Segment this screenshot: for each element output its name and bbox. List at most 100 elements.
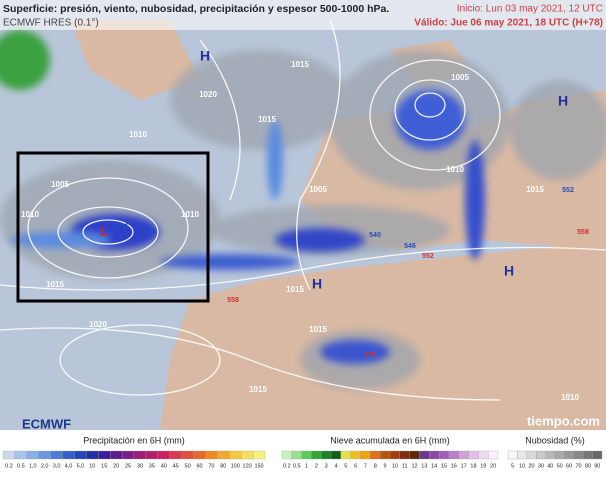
legend-swatch bbox=[438, 450, 450, 460]
legend-swatch bbox=[536, 450, 546, 460]
legend-swatch bbox=[193, 450, 206, 460]
map-label: 576 bbox=[364, 352, 376, 359]
map-label: H bbox=[200, 48, 210, 64]
legend-swatch bbox=[145, 450, 158, 460]
legend-label: 6 bbox=[354, 463, 357, 469]
legend-label: 11 bbox=[402, 463, 408, 469]
legend-label: 5 bbox=[511, 463, 514, 469]
legend-swatch bbox=[360, 450, 371, 460]
map-label: H bbox=[558, 93, 568, 109]
legend-swatch bbox=[14, 450, 27, 460]
legends: Precipitación en 6H (mm)0.2 0.5 1,0 2,0 3,0 4… bbox=[2, 435, 603, 469]
map-label: 1020 bbox=[199, 90, 217, 99]
legend-swatch bbox=[229, 450, 242, 460]
legend-swatch bbox=[458, 450, 469, 460]
legend-label: 30 bbox=[137, 463, 143, 469]
legend-label: 17 bbox=[461, 463, 467, 469]
map-label: 1010 bbox=[181, 210, 199, 219]
tiempo-logo: tiempo.com bbox=[527, 413, 600, 428]
legend-swatch bbox=[488, 450, 499, 460]
map-label: 1015 bbox=[249, 385, 267, 394]
legend-label: 20 bbox=[490, 463, 496, 469]
legend-swatch bbox=[74, 450, 87, 460]
legend-title: Nieve acumulada en 6H (mm) bbox=[330, 435, 450, 445]
legend-swatch bbox=[526, 450, 537, 460]
legend-swatch bbox=[399, 450, 410, 460]
legend-swatch bbox=[389, 450, 400, 460]
legend-label: 13 bbox=[421, 463, 427, 469]
legend-label: 80 bbox=[220, 463, 226, 469]
legend-label: 50 bbox=[185, 463, 191, 469]
legend-swatch bbox=[340, 450, 351, 460]
legend-label: 40 bbox=[161, 463, 167, 469]
map-label: 552 bbox=[562, 187, 574, 194]
legend-label: 1,0 bbox=[29, 463, 37, 469]
legend-label: 3 bbox=[325, 463, 328, 469]
legend-swatch bbox=[26, 450, 39, 460]
legend-label: 16 bbox=[451, 463, 457, 469]
legend-swatch bbox=[554, 450, 565, 460]
legend-label: 10 bbox=[519, 463, 525, 469]
map-label: H bbox=[504, 263, 514, 279]
legend-swatch bbox=[121, 450, 135, 460]
legend-swatch bbox=[429, 450, 440, 460]
map-label: 1020 bbox=[89, 320, 107, 329]
legend-swatch bbox=[181, 450, 194, 460]
legend-swatch bbox=[564, 450, 574, 460]
map-label: L bbox=[100, 223, 108, 238]
legend-label: 9 bbox=[384, 463, 387, 469]
map-label: 1015 bbox=[309, 325, 327, 334]
legend-swatch bbox=[311, 450, 322, 460]
legend-label: 15 bbox=[441, 463, 447, 469]
init-time: Inicio: Lun 03 may 2021, 12 UTC bbox=[457, 4, 603, 15]
legend-swatch bbox=[252, 450, 266, 460]
legend-label: 50 bbox=[557, 463, 563, 469]
legend-swatch bbox=[321, 450, 332, 460]
map-label: 534 bbox=[116, 223, 128, 230]
legend-label: 4 bbox=[334, 463, 337, 469]
map-label: 552 bbox=[422, 253, 434, 260]
legend-label: 40 bbox=[547, 463, 553, 469]
legend-swatch bbox=[330, 450, 342, 460]
legend-label: 35 bbox=[149, 463, 155, 469]
legend-swatch bbox=[2, 450, 16, 460]
legend-title: Precipitación en 6H (mm) bbox=[83, 435, 185, 445]
map-label: 1010 bbox=[129, 130, 147, 139]
map-label: 1015 bbox=[46, 280, 64, 289]
legend-swatch bbox=[241, 450, 254, 460]
legend-swatch bbox=[507, 450, 518, 460]
legend-swatch bbox=[281, 450, 292, 460]
legend-swatch bbox=[86, 450, 99, 460]
legend-swatch bbox=[419, 450, 430, 460]
legend-label: 20 bbox=[528, 463, 534, 469]
map-label: 1015 bbox=[526, 185, 544, 194]
map-label: 1005 bbox=[51, 180, 69, 189]
legend-label: 0.5 bbox=[17, 463, 25, 469]
legend-label: 15 bbox=[101, 463, 107, 469]
legend-label: 14 bbox=[431, 463, 437, 469]
legend-label: 25 bbox=[125, 463, 131, 469]
legend-swatch bbox=[98, 450, 111, 460]
legend-label: 60 bbox=[196, 463, 202, 469]
legend-swatch bbox=[110, 450, 123, 460]
legend-swatch bbox=[133, 450, 147, 460]
legend-swatch bbox=[169, 450, 182, 460]
legend-label: 2,0 bbox=[41, 463, 49, 469]
legend-label: 19 bbox=[480, 463, 486, 469]
map-label: 1010 bbox=[446, 165, 464, 174]
legend-swatch bbox=[301, 450, 312, 460]
legend-label: 80 bbox=[585, 463, 591, 469]
legend-swatch bbox=[409, 450, 420, 460]
map-label: 1005 bbox=[451, 73, 469, 82]
legend-label: 0.2 bbox=[283, 463, 291, 469]
map-label: 558 bbox=[577, 229, 589, 236]
map-label: 1010 bbox=[21, 210, 39, 219]
legend-swatch bbox=[517, 450, 527, 460]
map-labels: H H H H L 1020 1015 1010 1005 1010 1015 1005 1010 100… bbox=[21, 48, 589, 402]
legend-swatch bbox=[217, 450, 230, 460]
legend-swatch bbox=[583, 450, 593, 460]
legend-swatch bbox=[38, 450, 51, 460]
legend-label: 12 bbox=[411, 463, 417, 469]
legend-label: 5 bbox=[344, 463, 347, 469]
